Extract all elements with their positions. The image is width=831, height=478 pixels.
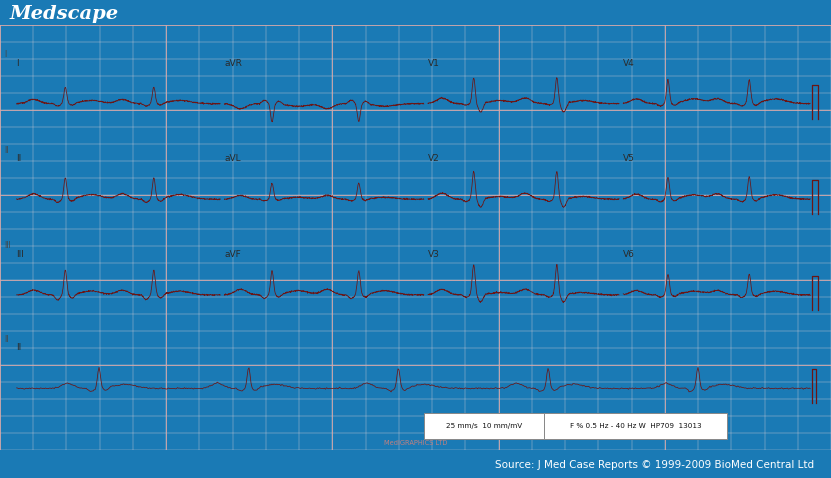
Bar [544,413,727,439]
Text: V1: V1 [428,58,440,67]
Text: I: I [4,50,7,59]
Text: F % 0.5 Hz - 40 Hz W  HP709  13013: F % 0.5 Hz - 40 Hz W HP709 13013 [570,423,701,429]
Text: II: II [17,154,22,163]
Text: I: I [17,58,19,67]
Text: V6: V6 [623,250,635,259]
Text: aVL: aVL [224,154,241,163]
Text: Medscape: Medscape [10,5,119,23]
Text: V5: V5 [623,154,635,163]
Text: III: III [4,241,11,250]
Text: V4: V4 [623,58,635,67]
Text: Source: J Med Case Reports © 1999-2009 BioMed Central Ltd: Source: J Med Case Reports © 1999-2009 B… [495,460,814,470]
Text: 25 mm/s  10 mm/mV: 25 mm/s 10 mm/mV [446,423,522,429]
Text: aVR: aVR [224,58,243,67]
Text: V2: V2 [428,154,440,163]
Text: V3: V3 [428,250,440,259]
Text: III: III [17,250,24,259]
Text: MediGRAPHICS LTD: MediGRAPHICS LTD [384,440,447,446]
Text: II: II [4,146,8,154]
Text: aVF: aVF [224,250,241,259]
Text: II: II [17,343,22,352]
Bar [424,413,544,439]
Text: II: II [4,335,8,344]
